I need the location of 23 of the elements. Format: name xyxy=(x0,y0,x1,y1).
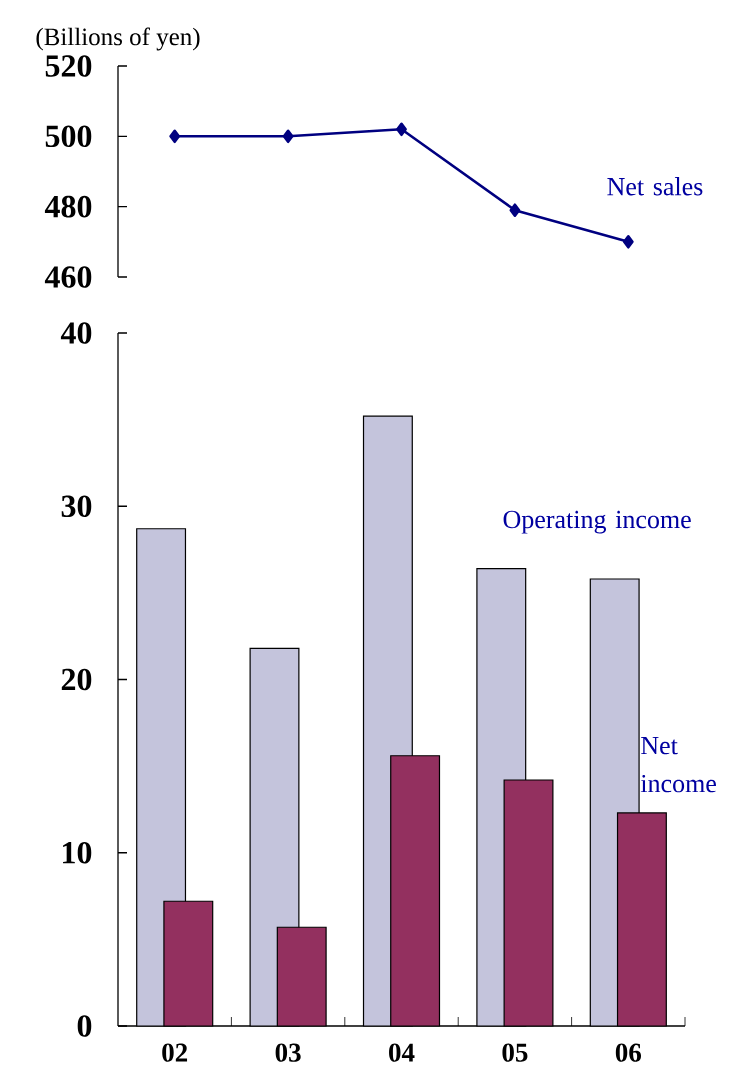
y-tick-label: 500 xyxy=(45,125,92,148)
point xyxy=(622,235,634,249)
point xyxy=(169,129,181,144)
y-tick-label: 520 xyxy=(45,55,92,77)
y-tick-label: 0 xyxy=(77,1015,92,1037)
x-tick-label: 05 xyxy=(502,1043,528,1062)
series-label: Operating income xyxy=(503,510,691,534)
point xyxy=(396,122,407,137)
y-tick-label: 20 xyxy=(61,668,92,691)
series-label: Net sales xyxy=(607,177,703,196)
y-tick-label: 40 xyxy=(60,322,92,344)
y-tick-label: 10 xyxy=(63,841,92,864)
x-tick-label: 02 xyxy=(162,1043,188,1062)
series-label: Net income xyxy=(640,737,716,793)
y-tick-label: 30 xyxy=(61,495,92,518)
x-tick-label: 03 xyxy=(275,1043,301,1062)
y-tick-label: 460 xyxy=(44,266,92,288)
point xyxy=(509,203,521,217)
y-tick-label: 480 xyxy=(44,195,92,218)
x-tick-label: 06 xyxy=(615,1043,642,1062)
y-axis-title: (Billions of yen) xyxy=(36,27,200,51)
x-tick-label: 04 xyxy=(389,1043,415,1062)
point xyxy=(282,129,294,144)
